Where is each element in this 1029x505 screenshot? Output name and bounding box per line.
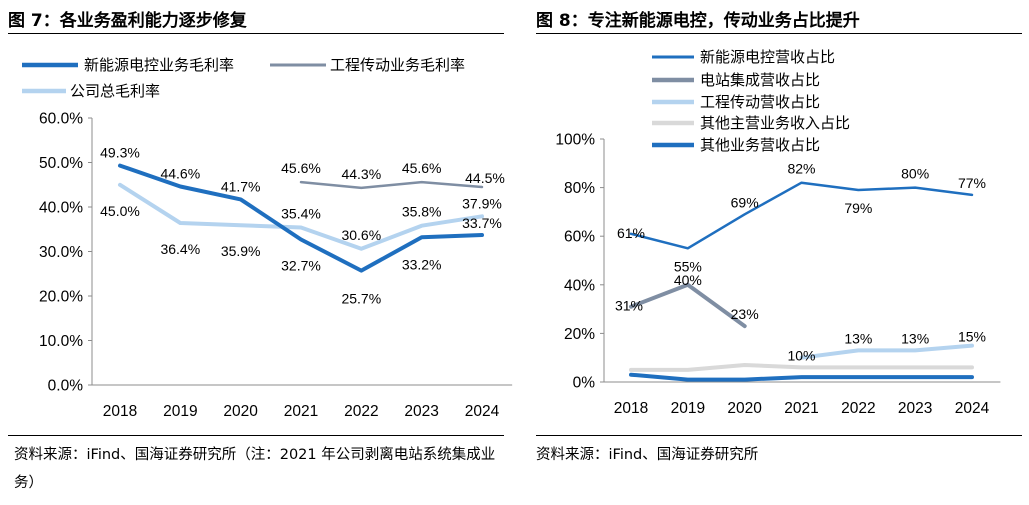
chart-left-series-line-1 <box>118 163 484 273</box>
chart-left-legend-label: 工程传动业务毛利率 <box>330 57 465 74</box>
chart-left-x-tick-label: 2024 <box>465 403 500 420</box>
chart-left-y-tick-label: 30.0% <box>39 244 83 261</box>
chart-right-legend-label: 其他主营业务收入占比 <box>700 115 850 132</box>
chart-right-data-label: 61% <box>617 225 645 241</box>
chart-left-data-label: 45.0% <box>100 203 140 219</box>
chart-right-legend-label: 工程传动营收占比 <box>700 94 820 111</box>
top-rule-left <box>8 33 504 34</box>
chart-left-data-label: 32.7% <box>281 257 321 273</box>
chart-right-data-label: 69% <box>731 194 759 210</box>
chart-right-x-tick-label: 2023 <box>898 400 932 417</box>
chart-left-data-label: 41.7% <box>221 178 261 194</box>
chart-right-x-tick-label: 2021 <box>784 400 818 417</box>
chart-right-y-tick-label: 100% <box>555 132 595 149</box>
chart-left-data-label: 33.7% <box>462 215 502 231</box>
chart-left-data-label: 45.6% <box>281 160 321 176</box>
chart-right-data-label: 79% <box>844 200 872 216</box>
chart-right-data-label: 13% <box>901 330 929 346</box>
figure-7-title: 图 7：各业务盈利能力逐步修复 <box>8 11 247 31</box>
chart-left-y-tick-label: 10.0% <box>39 333 83 350</box>
chart-right-data-label: 77% <box>958 175 986 191</box>
chart-right-y-tick-label: 40% <box>564 277 595 294</box>
chart-left-data-label: 25.7% <box>341 291 381 307</box>
chart-right-x-tick-label: 2018 <box>614 400 648 417</box>
chart-right-x-tick-label: 2020 <box>727 400 762 417</box>
chart-left-data-label: 44.5% <box>465 170 505 186</box>
chart-left-data-label: 44.6% <box>160 166 200 182</box>
chart-right-series-line-1 <box>629 181 974 250</box>
source-note-left: 资料来源：iFind、国海证券研究所（注：2021 年公司剥离电站系统集成业务） <box>14 447 496 491</box>
chart-right-series-line-4 <box>629 363 974 372</box>
chart-right-y-tick-label: 60% <box>564 229 595 246</box>
source-note-right: 资料来源：iFind、国海证券研究所 <box>536 447 759 463</box>
chart-left-data-label: 33.2% <box>402 256 442 272</box>
bottom-rule-right <box>536 435 1022 436</box>
chart-left-x-tick-label: 2020 <box>223 403 258 420</box>
chart-left-x-tick-label: 2021 <box>284 403 318 420</box>
chart-left-x-tick-label: 2019 <box>163 403 197 420</box>
chart-left-series-line-3 <box>118 182 484 251</box>
chart-left-data-label: 49.3% <box>100 145 140 161</box>
chart-right-data-label: 23% <box>731 306 759 322</box>
chart-left-data-label: 37.9% <box>462 195 502 211</box>
chart-right-x-tick-label: 2022 <box>841 400 875 417</box>
chart-left-y-tick-label: 40.0% <box>39 200 83 217</box>
chart-left-legend-label: 公司总毛利率 <box>70 83 160 100</box>
chart-right-data-label: 80% <box>901 166 929 182</box>
chart-left-x-tick-label: 2022 <box>344 403 378 420</box>
chart-right-y-tick-label: 0% <box>573 375 596 392</box>
chart-right-data-label: 82% <box>787 161 815 177</box>
chart-right-series-line-2 <box>629 282 747 329</box>
chart-left-y-tick-label: 20.0% <box>39 289 83 306</box>
chart-left-data-label: 35.8% <box>402 204 442 220</box>
chart-right-y-tick-label: 80% <box>564 180 595 197</box>
chart-left-data-label: 45.6% <box>402 160 442 176</box>
chart-left-data-label: 36.4% <box>160 241 200 257</box>
figure-8-title: 图 8：专注新能源电控，传动业务占比提升 <box>536 11 860 31</box>
chart-right-data-label: 55% <box>674 258 702 274</box>
chart-right-data-label: 10% <box>787 348 815 364</box>
chart-right-data-label: 15% <box>958 329 986 345</box>
chart-left-data-label: 35.9% <box>221 243 261 259</box>
chart-left-data-label: 44.3% <box>341 166 381 182</box>
chart-right-x-tick-label: 2019 <box>671 400 705 417</box>
chart-left-y-tick-label: 60.0% <box>39 111 83 128</box>
chart-right-data-label: 31% <box>615 298 643 314</box>
chart-right-x-tick-label: 2024 <box>955 400 990 417</box>
bottom-rule-left <box>8 435 504 436</box>
chart-right-legend-label: 其他业务营收占比 <box>700 137 820 154</box>
chart-left-x-tick-label: 2018 <box>103 403 137 420</box>
chart-left-legend-label: 新能源电控业务毛利率 <box>84 57 234 74</box>
chart-right-data-label: 13% <box>844 330 872 346</box>
chart-right-series-line-5 <box>629 372 974 382</box>
chart-right-y-tick-label: 20% <box>564 326 595 343</box>
chart-left-y-tick-label: 50.0% <box>39 155 83 172</box>
chart-left-y-tick-label: 0.0% <box>48 378 84 395</box>
chart-left-data-label: 30.6% <box>341 227 381 243</box>
chart-right-legend-label: 新能源电控营收占比 <box>700 49 835 66</box>
chart-left-series-line-2 <box>299 180 484 190</box>
chart-right-series-line-3 <box>799 343 974 360</box>
chart-left-data-label: 35.4% <box>281 205 321 221</box>
chart-left-x-tick-label: 2023 <box>404 403 438 420</box>
chart-right-data-label: 40% <box>674 272 702 288</box>
top-rule-right <box>536 33 1022 34</box>
chart-right-legend-label: 电站集成营收占比 <box>700 72 820 89</box>
